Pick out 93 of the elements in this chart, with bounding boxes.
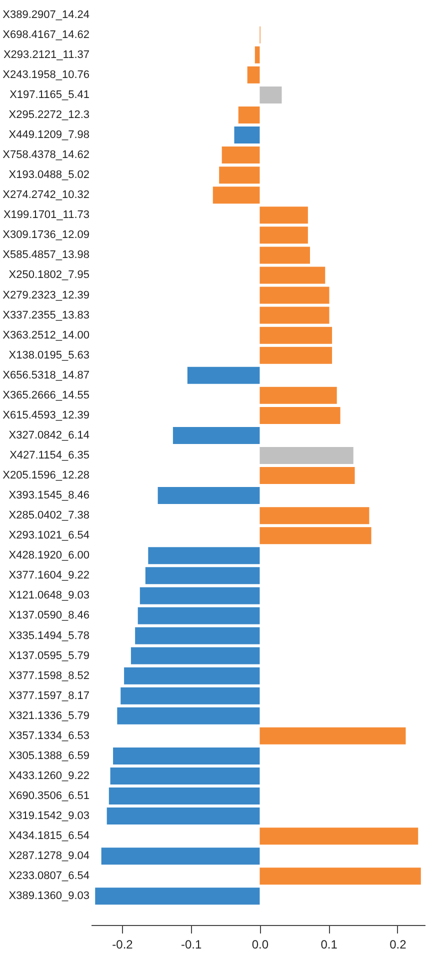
y-tick-label: X250.1802_7.95 — [8, 269, 90, 282]
y-tick-label: X690.3506_6.51 — [8, 790, 90, 802]
y-tick-label: X433.1260_9.22 — [8, 770, 90, 782]
y-tick-label: X274.2742_10.32 — [2, 189, 90, 202]
bar — [108, 788, 260, 805]
bar — [124, 667, 260, 684]
y-tick-label: X377.1604_9.22 — [8, 570, 90, 582]
bar — [260, 246, 310, 264]
y-tick-label: X193.0488_5.02 — [8, 169, 90, 182]
bar — [222, 146, 260, 164]
bar — [158, 487, 260, 504]
bar — [138, 607, 260, 624]
bar — [260, 467, 355, 484]
y-tick-label: X585.4857_13.98 — [2, 249, 90, 262]
y-tick-label: X615.4593_12.39 — [2, 409, 90, 422]
y-tick-label: X337.2355_13.83 — [2, 309, 90, 322]
bar — [260, 527, 372, 544]
bar — [148, 547, 260, 564]
bar — [254, 46, 260, 64]
y-tick-label: X279.2323_12.39 — [2, 289, 90, 302]
x-tick-label: 0.1 — [320, 938, 338, 952]
bar — [145, 567, 260, 584]
x-tick-label: 0.0 — [252, 938, 269, 952]
y-tick-label: X365.2666_14.55 — [2, 389, 90, 402]
y-tick-label: X121.0648_9.03 — [8, 590, 90, 602]
y-tick-label: X137.0595_5.79 — [8, 650, 90, 662]
bar — [106, 808, 260, 825]
y-tick-label: X137.0590_8.46 — [8, 610, 90, 622]
bar — [260, 206, 308, 224]
bar — [260, 727, 406, 744]
y-tick-label: X449.1209_7.98 — [8, 129, 90, 142]
bar — [120, 687, 260, 704]
bar — [117, 707, 260, 724]
y-tick-label: X197.1165_5.41 — [10, 88, 90, 101]
bar — [95, 888, 260, 905]
y-tick-label: X427.1154_6.35 — [10, 450, 90, 462]
y-tick-label: X293.1021_6.54 — [8, 530, 90, 542]
bar — [260, 86, 282, 104]
y-tick-label: X287.1278_9.04 — [8, 850, 90, 862]
y-tick-label: X138.0195_5.63 — [8, 349, 90, 362]
y-tick-label: X357.1334_6.53 — [8, 730, 90, 742]
bar — [140, 587, 260, 604]
bar — [260, 346, 332, 364]
bar — [260, 286, 330, 304]
y-tick-label: X656.5318_14.87 — [2, 369, 90, 382]
bar — [130, 647, 260, 664]
x-tick-label: 0.2 — [390, 938, 407, 952]
y-tick-label: X295.2272_12.3 — [8, 108, 90, 121]
x-tick-label: -0.1 — [181, 938, 202, 952]
bar — [260, 386, 337, 404]
bar — [101, 848, 260, 865]
y-tick-label: X428.1920_6.00 — [8, 550, 90, 562]
y-tick-label: X377.1598_8.52 — [8, 670, 90, 682]
y-tick-label: X698.4167_14.62 — [2, 28, 90, 41]
y-tick-label: X758.4378_14.62 — [2, 149, 90, 162]
bar — [260, 447, 354, 464]
bar — [260, 406, 340, 424]
y-tick-label: X293.2121_11.37 — [3, 48, 90, 61]
bar — [234, 126, 260, 144]
y-tick-label: X199.1701_11.73 — [3, 209, 90, 222]
y-tick-label: X434.1815_6.54 — [8, 830, 90, 842]
y-tick-label: X389.1360_9.03 — [8, 890, 90, 902]
y-tick-label: X363.2512_14.00 — [2, 329, 90, 342]
bar — [113, 747, 260, 764]
y-tick-label: X285.0402_7.38 — [8, 510, 90, 522]
y-tick-label: X305.1388_6.59 — [8, 750, 90, 762]
bar — [212, 186, 260, 204]
y-tick-label: X327.0842_6.14 — [8, 429, 90, 442]
x-tick-label: -0.2 — [112, 938, 134, 952]
bar — [172, 426, 260, 444]
bar — [260, 507, 370, 524]
y-tick-label: X205.1596_12.28 — [2, 470, 90, 482]
bar — [110, 767, 260, 784]
y-tick-label: X377.1597_8.17 — [8, 690, 90, 702]
y-tick-label: X321.1336_5.79 — [8, 710, 90, 722]
bar — [260, 868, 421, 885]
bar — [187, 366, 260, 384]
y-tick-label: X233.0807_6.54 — [8, 870, 90, 882]
bar — [135, 627, 260, 644]
bar — [260, 828, 418, 845]
bar — [247, 66, 260, 84]
bar — [260, 266, 326, 284]
y-tick-label: X389.2907_14.24 — [2, 8, 90, 21]
bar — [260, 306, 330, 324]
y-tick-label: X309.1736_12.09 — [2, 229, 90, 242]
bar — [260, 326, 332, 344]
bar — [219, 166, 260, 184]
y-tick-label: X335.1494_5.78 — [8, 630, 90, 642]
y-tick-label: X319.1542_9.03 — [8, 810, 90, 822]
y-tick-label: X393.1545_8.46 — [8, 490, 90, 502]
bar — [260, 226, 308, 244]
bar — [238, 106, 260, 124]
y-tick-label: X243.1958_10.76 — [2, 68, 90, 81]
